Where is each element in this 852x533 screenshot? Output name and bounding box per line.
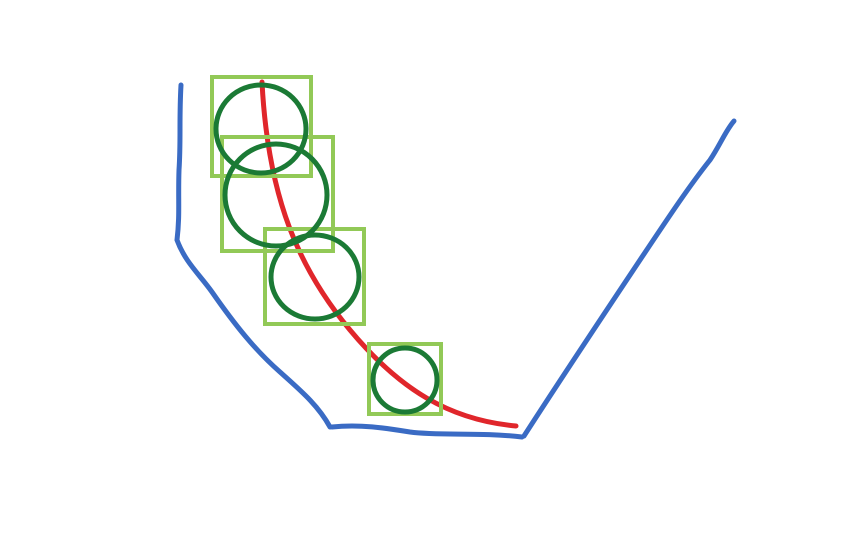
left-wall — [174, 82, 333, 430]
ball — [268, 232, 362, 322]
bounding-box — [210, 75, 313, 178]
ball — [370, 345, 440, 415]
ball — [213, 82, 309, 176]
ball — [222, 141, 330, 249]
right-wall — [521, 118, 737, 439]
floor — [329, 423, 525, 440]
